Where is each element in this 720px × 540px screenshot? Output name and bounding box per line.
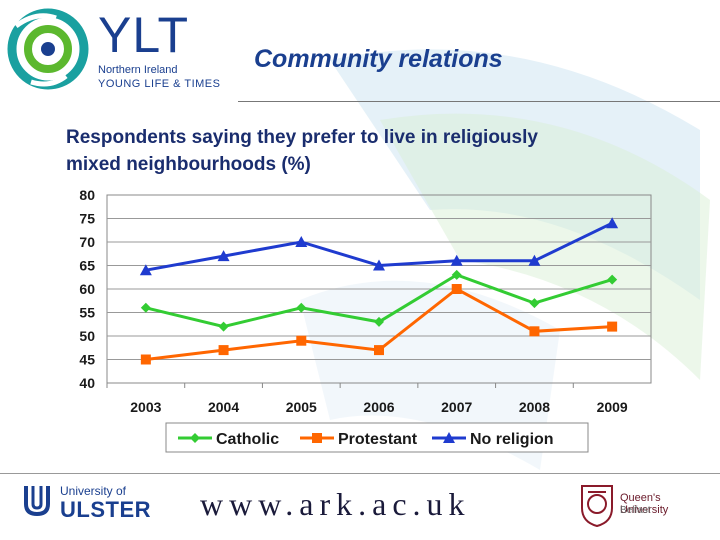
- logo-wordmark: YLT: [98, 7, 189, 63]
- ulster-logo: University of ULSTER: [22, 482, 172, 526]
- data-point-protestant: [218, 345, 229, 356]
- logo-line-2: YOUNG LIFE & TIMES: [98, 78, 221, 90]
- data-point-no-religion: [217, 250, 230, 262]
- data-point-protestant: [529, 326, 540, 337]
- qub-logo: Queen's University Belfast: [580, 484, 710, 530]
- logo-line-1: Northern Ireland: [98, 64, 178, 76]
- y-tick-label: 70: [79, 234, 95, 250]
- legend: Catholic Protestant No religion: [178, 431, 554, 448]
- data-point-protestant: [607, 321, 618, 332]
- data-point-no-religion: [373, 259, 385, 271]
- data-point-protestant: [451, 284, 462, 294]
- ulster-line-2: ULSTER: [60, 497, 151, 522]
- legend-marker-no-religion: [443, 432, 455, 443]
- x-tick-label: 2009: [597, 399, 628, 415]
- y-tick-label: 55: [79, 305, 95, 321]
- ulster-u-icon: [22, 484, 52, 518]
- ark-url-link[interactable]: www.ark.ac.uk: [200, 486, 471, 522]
- qub-line-1: Queen's University: [620, 492, 669, 516]
- header-divider: [238, 101, 720, 102]
- data-point-no-religion: [606, 217, 619, 229]
- data-point-no-religion: [528, 254, 541, 266]
- data-point-protestant: [296, 335, 307, 346]
- qub-crest-icon: [581, 485, 613, 528]
- subtitle-line-1: Respondents saying they prefer to live i…: [66, 127, 538, 148]
- subtitle-line-2: mixed neighbourhoods (%): [66, 154, 311, 175]
- data-point-no-religion: [139, 264, 152, 276]
- x-axis-ticks: 2003 2004 2005 2006 2007 2008 2009: [106, 383, 628, 415]
- data-point-no-religion: [450, 254, 463, 266]
- x-tick-label: 2008: [519, 399, 550, 415]
- legend-label-catholic: Catholic: [216, 431, 279, 448]
- data-point-catholic: [374, 316, 384, 327]
- x-tick-label: 2004: [208, 399, 239, 415]
- legend-marker-protestant: [312, 433, 322, 443]
- data-point-catholic: [529, 298, 540, 309]
- footer-divider: [0, 473, 720, 474]
- y-tick-label: 50: [79, 328, 95, 344]
- x-tick-label: 2006: [363, 399, 394, 415]
- data-point-protestant: [374, 345, 384, 356]
- x-tick-label: 2007: [441, 399, 472, 415]
- legend-box: [165, 422, 589, 453]
- y-tick-label: 45: [79, 352, 95, 368]
- slide-title: Community relations: [254, 45, 503, 73]
- legend-marker-catholic: [190, 433, 200, 443]
- y-tick-label: 75: [79, 211, 95, 227]
- y-axis-ticks: 40 45 50 55 60 65 70 75 80: [79, 187, 95, 391]
- data-point-catholic: [607, 274, 618, 285]
- series-layer: [139, 217, 619, 365]
- ylt-swirl-icon: [7, 8, 89, 90]
- chart-subtitle: Respondents saying they prefer to live i…: [66, 124, 686, 178]
- y-tick-label: 80: [79, 187, 95, 203]
- qub-line-2: Belfast: [620, 505, 651, 516]
- data-point-no-religion: [295, 236, 308, 247]
- ulster-line-1: University of: [60, 484, 127, 498]
- y-tick-label: 60: [79, 281, 95, 297]
- data-point-protestant: [140, 354, 151, 365]
- y-tick-label: 40: [79, 375, 95, 391]
- data-point-catholic: [296, 302, 307, 313]
- data-point-catholic: [218, 321, 229, 332]
- data-point-catholic: [451, 269, 462, 280]
- grid-lines: [107, 218, 651, 360]
- x-tick-label: 2003: [130, 399, 161, 415]
- data-point-catholic: [140, 302, 151, 313]
- legend-label-protestant: Protestant: [338, 431, 418, 448]
- legend-label-no-religion: No religion: [470, 431, 554, 448]
- ylt-logo: YLT Northern Ireland YOUNG LIFE & TIMES: [6, 4, 236, 94]
- x-tick-label: 2005: [286, 399, 317, 415]
- y-tick-label: 65: [79, 258, 95, 274]
